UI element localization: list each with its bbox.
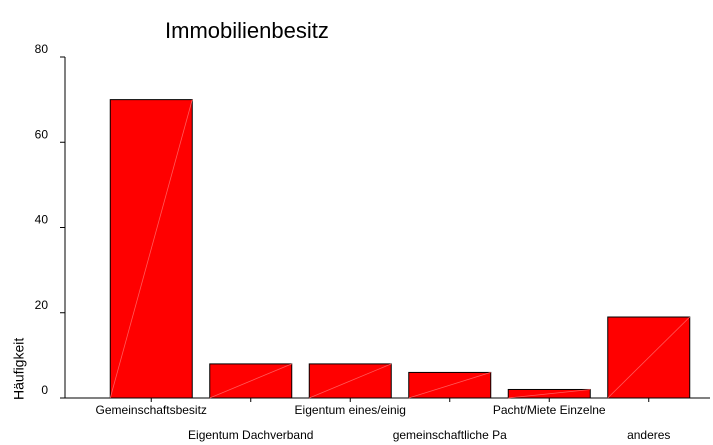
bar-shade: [209, 363, 292, 399]
x-tick-label: gemeinschaftliche Pa: [393, 428, 507, 442]
y-axis-label: Häufigkeit: [11, 338, 27, 400]
bar-shade: [607, 316, 691, 399]
y-tick-label: 40: [35, 213, 49, 227]
bar-shade: [408, 372, 491, 399]
y-tick-label: 80: [35, 42, 49, 56]
x-tick-label: Pacht/Miete Einzelne: [493, 403, 606, 417]
bar-shade: [309, 363, 392, 399]
x-tick-label: Gemeinschaftsbesitz: [96, 403, 207, 417]
chart-title: Immobilienbesitz: [165, 18, 329, 43]
bar-shade: [508, 389, 591, 399]
x-tick-label: Eigentum Dachverband: [188, 428, 313, 442]
y-tick-label: 20: [35, 298, 49, 312]
y-tick-label: 0: [41, 383, 48, 397]
x-tick-label: Eigentum eines/einig: [295, 403, 406, 417]
x-tick-label: anderes: [627, 428, 670, 442]
bar-shade: [109, 99, 193, 399]
y-tick-label: 60: [35, 127, 49, 141]
